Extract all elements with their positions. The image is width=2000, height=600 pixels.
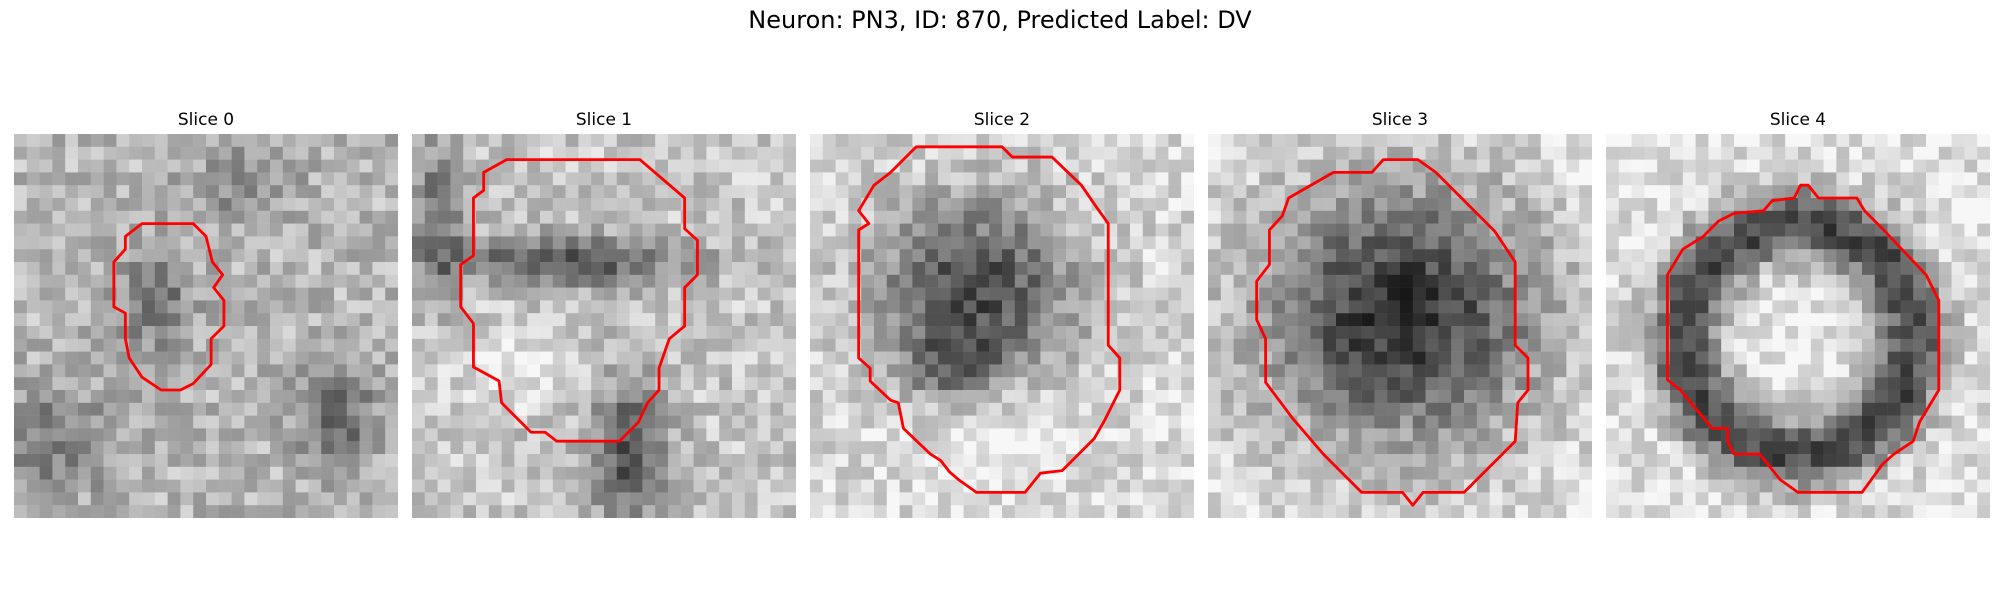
slice-title: Slice 2 [973, 110, 1031, 130]
segmentation-contour [459, 158, 699, 443]
slice-panel-0: Slice 0 [14, 108, 398, 518]
slice-image [810, 134, 1194, 518]
segmentation-contour [857, 145, 1122, 494]
slice-image [1208, 134, 1592, 518]
slice-title: Slice 3 [1371, 110, 1429, 130]
slice-panel-2: Slice 2 [810, 108, 1194, 518]
slice-title: Slice 4 [1769, 110, 1827, 130]
slice-image [1606, 134, 1990, 518]
slice-title: Slice 0 [177, 110, 235, 130]
segmentation-contour [1666, 183, 1941, 494]
figure-title: Neuron: PN3, ID: 870, Predicted Label: D… [748, 6, 1252, 34]
slice-panel-1: Slice 1 [412, 108, 796, 518]
slice-title: Slice 1 [575, 110, 633, 130]
segmentation-contour [1255, 158, 1530, 507]
slice-panel-3: Slice 3 [1208, 108, 1592, 518]
segmentation-contour [112, 222, 226, 392]
slice-panel-4: Slice 4 [1606, 108, 1990, 518]
slice-image [14, 134, 398, 518]
slice-image [412, 134, 796, 518]
